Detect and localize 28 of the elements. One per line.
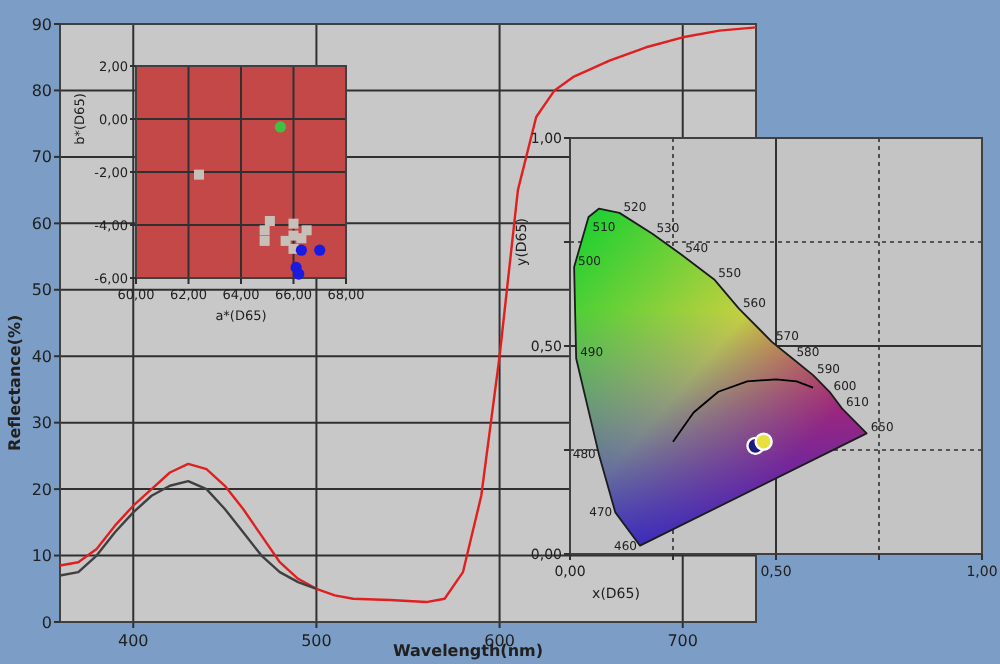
- y-tick-label: 80: [31, 82, 52, 101]
- point: [296, 233, 307, 244]
- point: [194, 169, 204, 180]
- y-tick-label: 20: [31, 480, 52, 499]
- point: [293, 268, 305, 280]
- y-tick-label: 60: [31, 214, 52, 233]
- point: [288, 218, 299, 229]
- y-tick-label: 90: [31, 15, 52, 34]
- point: [314, 244, 326, 256]
- point: [301, 225, 312, 236]
- line-series: [672, 378, 814, 443]
- point: [264, 216, 275, 227]
- x-tick-label: 700: [667, 632, 699, 650]
- y-tick-label: 0: [41, 613, 52, 632]
- y-tick-label: 40: [31, 347, 52, 366]
- x-tick-label: 400: [117, 632, 149, 650]
- point: [259, 235, 270, 246]
- y-tick-label: 10: [31, 547, 52, 566]
- point: [295, 244, 307, 256]
- y-tick-label: 30: [31, 414, 52, 433]
- y-axis-title: Reflectance(%): [6, 314, 24, 451]
- point: [274, 121, 286, 133]
- point: [259, 225, 270, 236]
- point: [280, 235, 291, 246]
- y-tick-label: 70: [31, 148, 52, 167]
- x-axis-title: Wavelength(nm): [392, 642, 544, 660]
- x-tick-label: 500: [301, 632, 332, 650]
- y-tick-label: 50: [31, 281, 52, 300]
